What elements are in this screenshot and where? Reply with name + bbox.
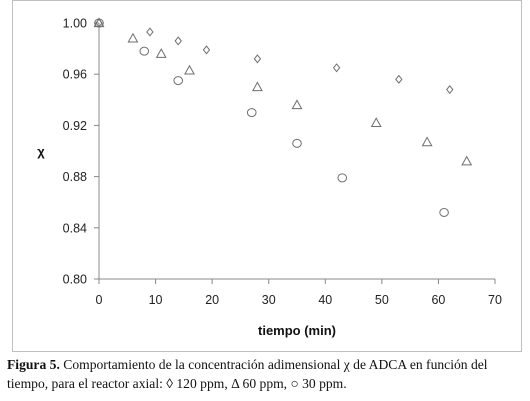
x-tick-label: 10 <box>149 293 163 307</box>
y-tick-label: 0.96 <box>63 68 87 82</box>
triangle-marker <box>251 81 263 92</box>
triangle-marker <box>370 117 382 128</box>
series-triangle <box>93 17 473 166</box>
diamond-marker <box>146 27 154 37</box>
circle-marker <box>94 18 104 28</box>
circle-marker <box>337 173 348 183</box>
y-tick-label: 0.84 <box>63 221 87 235</box>
circle-marker <box>246 108 257 118</box>
series-circle <box>94 18 449 217</box>
circle-marker <box>173 76 183 86</box>
y-tick-label: 1.00 <box>63 17 87 31</box>
x-tick-label: 60 <box>431 293 445 307</box>
diamond-marker <box>446 84 454 95</box>
triangle-marker <box>461 155 473 166</box>
y-tick-label: 0.92 <box>63 119 87 133</box>
series-diamond <box>95 18 454 95</box>
diamond-marker <box>395 74 403 84</box>
circle-marker <box>439 207 449 217</box>
chart-frame <box>12 0 522 352</box>
x-axis-title: tiempo (min) <box>258 323 336 338</box>
diamond-marker <box>332 63 341 73</box>
figure-caption: Figura 5. Comportamiento de la concentra… <box>7 355 527 393</box>
data-markers <box>93 17 473 217</box>
caption-label: Figura 5. <box>7 357 60 372</box>
scatter-plot: 0 10 20 30 40 50 60 700.800.840.880.920.961.00 … <box>37 17 502 339</box>
axes <box>94 22 496 284</box>
x-tick-label: 40 <box>318 293 332 307</box>
diamond-marker <box>202 45 211 55</box>
x-tick-label: 0 <box>96 293 103 307</box>
triangle-marker <box>184 64 195 75</box>
x-tick-label: 70 <box>488 293 502 307</box>
diamond-marker <box>253 54 262 64</box>
diamond-marker <box>174 36 182 46</box>
circle-marker <box>139 46 150 56</box>
triangle-marker <box>155 48 167 58</box>
x-tick-label: 20 <box>205 293 219 307</box>
caption-text: Comportamiento de la concentración adime… <box>7 357 488 391</box>
triangle-marker <box>127 32 139 43</box>
y-tick-label: 0.80 <box>63 273 87 287</box>
y-tick-label: 0.88 <box>63 170 87 184</box>
x-tick-label: 30 <box>262 293 276 307</box>
tick-labels: 0 10 20 30 40 50 60 70 0.80 0.84 0.88 0.92 0.96 1.00 <box>63 17 502 308</box>
x-tick-label: 50 <box>375 293 389 307</box>
triangle-marker <box>421 136 433 147</box>
triangle-marker <box>291 99 303 110</box>
circle-marker <box>292 138 302 148</box>
y-axis-title: χ <box>37 144 45 159</box>
